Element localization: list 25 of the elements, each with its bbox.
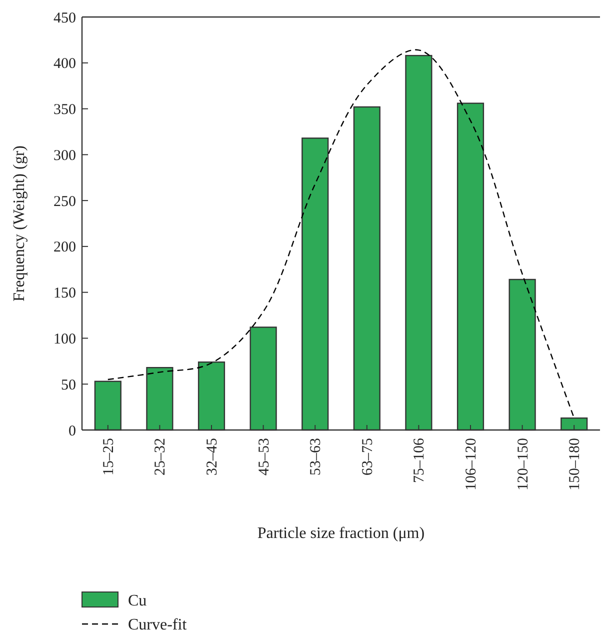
x-tick-label: 25–32 bbox=[152, 438, 169, 476]
y-tick-label: 350 bbox=[54, 102, 76, 118]
x-axis-title: Particle size fraction (μm) bbox=[257, 525, 425, 542]
x-tick-label: 32–45 bbox=[204, 438, 220, 476]
y-tick-label: 250 bbox=[54, 194, 76, 210]
y-tick-label: 200 bbox=[54, 240, 76, 256]
x-tick-label: 45–53 bbox=[256, 438, 272, 476]
y-tick-label: 50 bbox=[61, 377, 76, 394]
y-tick-label: 150 bbox=[54, 286, 76, 302]
y-tick-label: 0 bbox=[68, 423, 76, 440]
y-tick-label: 100 bbox=[54, 331, 76, 348]
x-tick-label: 63–75 bbox=[360, 438, 376, 476]
x-tick-label: 15–25 bbox=[100, 438, 117, 476]
legend-label: Cu bbox=[128, 592, 147, 610]
x-tick-label: 150–180 bbox=[567, 438, 584, 490]
legend-label: Curve-fit bbox=[128, 616, 188, 634]
y-tick-label: 400 bbox=[54, 56, 76, 72]
y-axis-title: Frequency (Weight) (gr) bbox=[11, 146, 28, 302]
x-tick-label: 53–63 bbox=[308, 438, 324, 476]
y-tick-label: 450 bbox=[54, 10, 76, 26]
x-tick-label: 75–106 bbox=[412, 438, 428, 483]
line-series bbox=[107, 49, 575, 419]
y-tick-label: 300 bbox=[54, 148, 76, 164]
x-tick-label: 120–150 bbox=[515, 438, 532, 490]
x-tick-label: 106–120 bbox=[464, 438, 480, 490]
